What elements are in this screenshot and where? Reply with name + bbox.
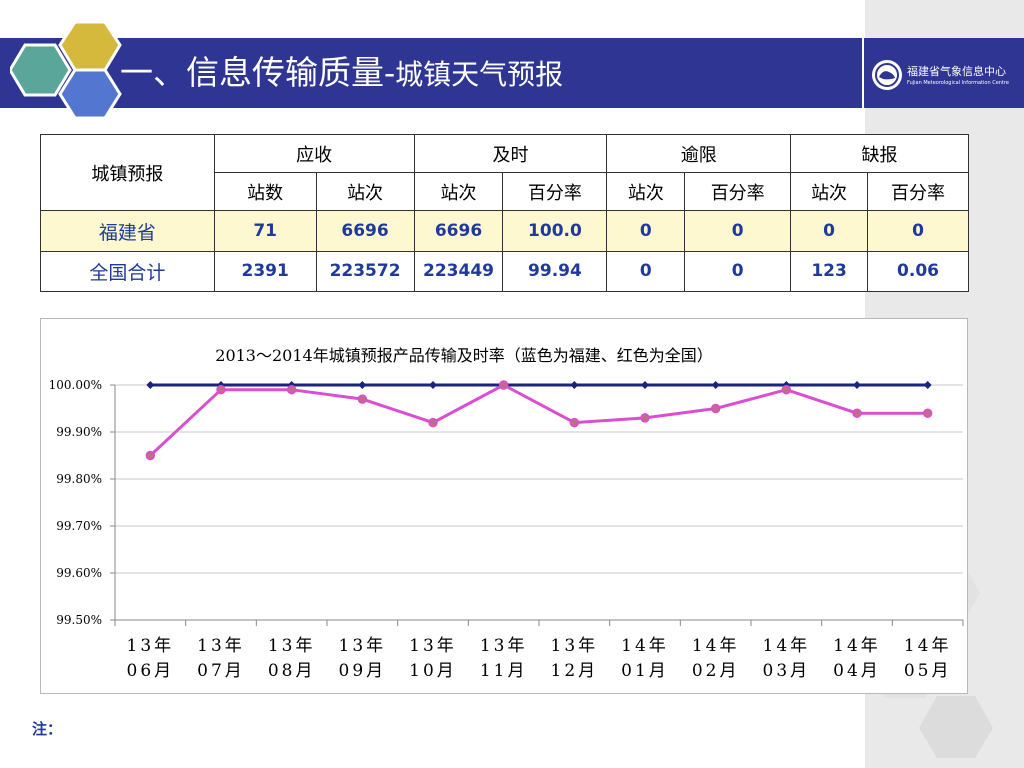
table-cell: 223572 — [315, 250, 415, 293]
x-tick-label: 13年 — [268, 636, 316, 656]
data-point-national — [569, 417, 580, 428]
table-cell: 0 — [684, 210, 792, 252]
sub-header: 百分率 — [684, 172, 792, 212]
x-tick-label: 14年 — [904, 636, 952, 656]
table-cell: 0 — [606, 250, 686, 293]
data-point-national — [216, 384, 226, 395]
table-cell: 99.94 — [502, 250, 608, 293]
data-point-fujian — [146, 381, 155, 389]
y-tick-label: 99.80% — [56, 472, 102, 486]
x-tick-label: 06月 — [127, 661, 175, 681]
x-tick-label: 01月 — [621, 661, 669, 681]
group-header: 逾限 — [606, 133, 792, 174]
org-name-english: Fujian Meteorological Information Centre — [907, 80, 1009, 86]
table-cell: 0 — [867, 210, 969, 252]
x-tick-label: 14年 — [833, 636, 881, 656]
note-label: 注： — [32, 720, 63, 738]
chart-title: 2013～2014年城镇预报产品传输及时率（蓝色为福建、红色为全国） — [215, 346, 713, 365]
table-cell: 6696 — [315, 210, 415, 252]
hexagon-logo-group — [10, 20, 122, 120]
x-tick-label: 03月 — [763, 661, 811, 681]
row-label: 全国合计 — [40, 250, 215, 293]
x-tick-label: 11月 — [480, 661, 528, 681]
x-tick-label: 13年 — [551, 636, 599, 656]
x-tick-label: 07月 — [197, 661, 245, 681]
title-bar — [0, 38, 862, 108]
data-point-national — [145, 450, 156, 461]
org-logo-icon — [872, 60, 902, 90]
data-point-fujian — [641, 381, 649, 389]
sub-header: 站次 — [315, 172, 415, 212]
x-tick-label: 08月 — [268, 661, 316, 681]
x-tick-label: 12月 — [551, 661, 599, 681]
series-line-national — [149, 383, 928, 457]
x-tick-label: 10月 — [409, 661, 457, 681]
y-tick-label: 99.60% — [56, 566, 102, 580]
x-tick-label: 13年 — [480, 636, 528, 656]
data-point-national — [428, 417, 438, 428]
data-point-national — [922, 408, 933, 418]
x-tick-label: 13年 — [339, 636, 387, 656]
transmission-table: 城镇预报 应收 及时 逾限 缺报 站数 站次 站次 百分率 站次 百分率 站次 … — [40, 133, 969, 293]
x-tick-label: 02月 — [692, 661, 740, 681]
data-point-fujian — [429, 381, 437, 389]
org-name: 福建省气象信息中心 — [907, 65, 1006, 78]
data-point-fujian — [358, 381, 367, 389]
table-row: 全国合计 2391 223572 223449 99.94 0 0 123 0.… — [40, 250, 969, 293]
sub-header: 站次 — [413, 172, 504, 212]
data-point-fujian — [570, 381, 579, 389]
x-tick-label: 13年 — [127, 636, 175, 656]
corner-header: 城镇预报 — [40, 133, 215, 212]
y-tick-label: 99.50% — [56, 613, 102, 627]
table-cell: 0 — [606, 210, 686, 252]
table-cell: 0 — [790, 210, 869, 252]
table-cell: 0 — [684, 250, 792, 293]
x-tick-label: 14年 — [763, 636, 811, 656]
group-header: 应收 — [213, 133, 415, 174]
x-tick-label: 13年 — [409, 636, 457, 656]
data-point-national — [286, 384, 297, 395]
sub-header: 百分率 — [502, 172, 608, 212]
data-point-national — [852, 408, 862, 418]
title-sub: 城镇天气预报 — [395, 58, 564, 91]
title-main: 一、信息传输质量- — [120, 53, 396, 92]
table-cell: 2391 — [213, 250, 317, 293]
row-label: 福建省 — [40, 210, 215, 252]
table-cell: 0.06 — [867, 250, 969, 293]
data-point-national — [640, 413, 650, 423]
data-point-fujian — [711, 381, 720, 389]
group-header: 及时 — [413, 133, 608, 174]
y-tick-label: 99.90% — [56, 425, 102, 439]
table-cell: 123 — [790, 250, 869, 293]
data-point-fujian — [853, 381, 861, 389]
table-cell: 6696 — [413, 210, 504, 252]
sub-header: 百分率 — [867, 172, 969, 212]
table-row: 福建省 71 6696 6696 100.0 0 0 0 0 — [40, 210, 969, 252]
y-tick-label: 100.00% — [49, 378, 102, 392]
x-tick-label: 04月 — [833, 661, 881, 681]
table-cell: 223449 — [413, 250, 504, 293]
sub-header: 站次 — [790, 172, 869, 212]
x-tick-label: 13年 — [197, 636, 245, 656]
table-cell: 71 — [213, 210, 317, 252]
x-tick-label: 14年 — [621, 636, 669, 656]
data-point-national — [710, 403, 721, 414]
x-tick-label: 05月 — [904, 661, 952, 681]
page-title: 一、信息传输质量-城镇天气预报 — [120, 38, 563, 108]
data-point-national — [498, 380, 509, 390]
x-tick-label: 14年 — [692, 636, 740, 656]
data-point-national — [357, 394, 368, 404]
data-point-national — [781, 384, 792, 395]
x-tick-label: 09月 — [339, 661, 387, 681]
table-cell: 100.0 — [502, 210, 608, 252]
data-point-fujian — [923, 381, 932, 389]
y-tick-label: 99.70% — [56, 519, 102, 533]
